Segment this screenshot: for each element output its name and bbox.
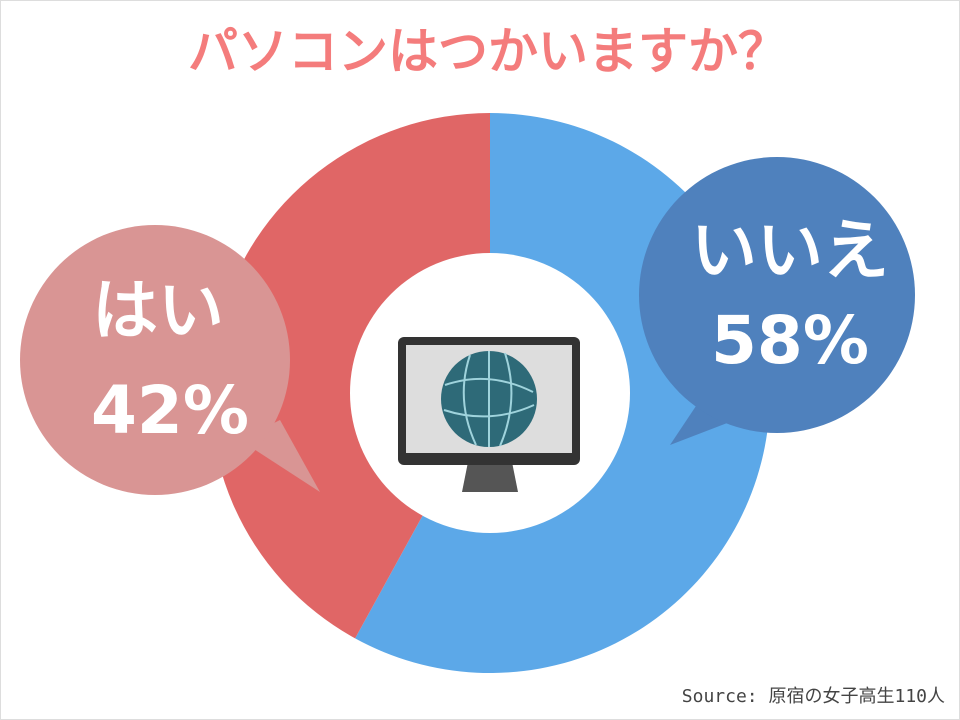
monitor-icon <box>398 337 580 492</box>
category-label: いいえ <box>691 212 889 289</box>
value-label: 42% <box>91 372 249 449</box>
chart-title: パソコンはつかいますか？ <box>188 23 788 81</box>
callout-yes <box>20 225 320 495</box>
callout-no <box>639 157 915 445</box>
source: Source: 原宿の女子高生110人 <box>682 686 945 707</box>
value-label: 58% <box>711 302 869 379</box>
category-label: はい <box>92 272 224 349</box>
